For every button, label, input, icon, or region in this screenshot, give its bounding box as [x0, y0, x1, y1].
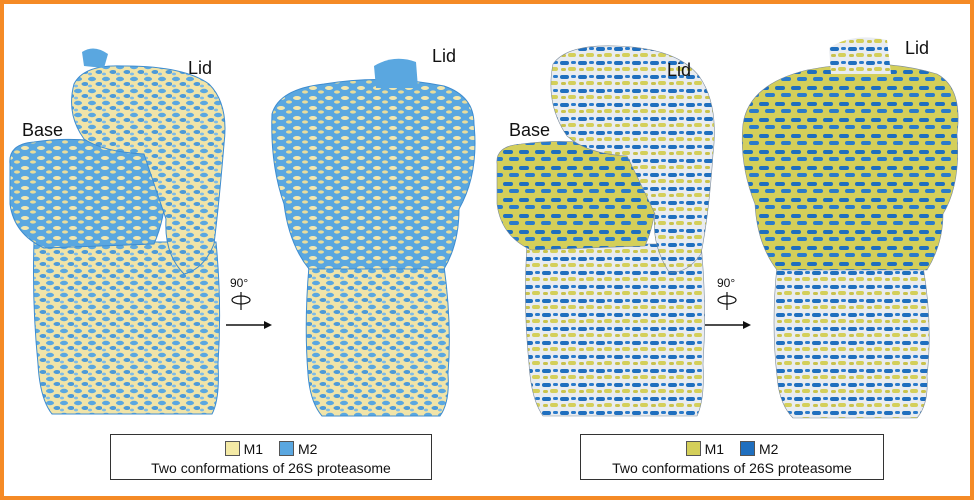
legend-label-m1-models: M1 [704, 441, 725, 457]
legend-caption-models: Two conformations of 26S proteasome [612, 460, 852, 476]
atomic-model-front-view [496, 45, 715, 417]
legend-item-m1: M1 [224, 441, 264, 457]
legend-item-m2-models: M2 [739, 441, 779, 457]
legend-label-m1: M1 [243, 441, 264, 457]
lid-label-front-models: Lid [667, 60, 692, 80]
legend-caption: Two conformations of 26S proteasome [151, 460, 391, 476]
figure-frame: Lid Base Lid 90° M1 M2 Two conformations… [4, 4, 970, 496]
legend-swatch-m2-models [739, 441, 755, 456]
legend-swatch-m1 [224, 441, 240, 456]
legend-label-m2-models: M2 [758, 441, 779, 457]
base-label: Base [22, 120, 64, 140]
legend-item-m2: M2 [278, 441, 318, 457]
atomic-models-illustration [496, 37, 959, 419]
rotation-symbol-models [705, 292, 751, 329]
density-map-panel: Lid Base Lid 90° M1 M2 Two conformations… [4, 4, 487, 496]
rotation-angle-label: 90° [230, 276, 249, 290]
rotation-angle-label-models: 90° [717, 276, 736, 290]
density-map-rotated-view [271, 58, 476, 417]
atomic-model-panel: Lid Base Lid 90° M1 M2 Two conformations… [487, 4, 970, 496]
legend-label-m2: M2 [297, 441, 318, 457]
lid-label-rotated: Lid [432, 46, 457, 66]
lid-label-front: Lid [188, 58, 213, 78]
legend-item-m1-models: M1 [685, 441, 725, 457]
legend-atomic-models: M1 M2 Two conformations of 26S proteasom… [580, 434, 884, 480]
base-label-models: Base [509, 120, 551, 140]
density-map-front-view [9, 48, 226, 415]
legend-swatch-m1-models [685, 441, 701, 456]
atomic-model-rotated-view [741, 37, 959, 419]
lid-label-rotated-models: Lid [905, 38, 930, 58]
density-maps-illustration [9, 48, 476, 417]
legend-density-maps: M1 M2 Two conformations of 26S proteasom… [110, 434, 432, 480]
legend-swatch-m2 [278, 441, 294, 456]
rotation-symbol [226, 292, 272, 329]
